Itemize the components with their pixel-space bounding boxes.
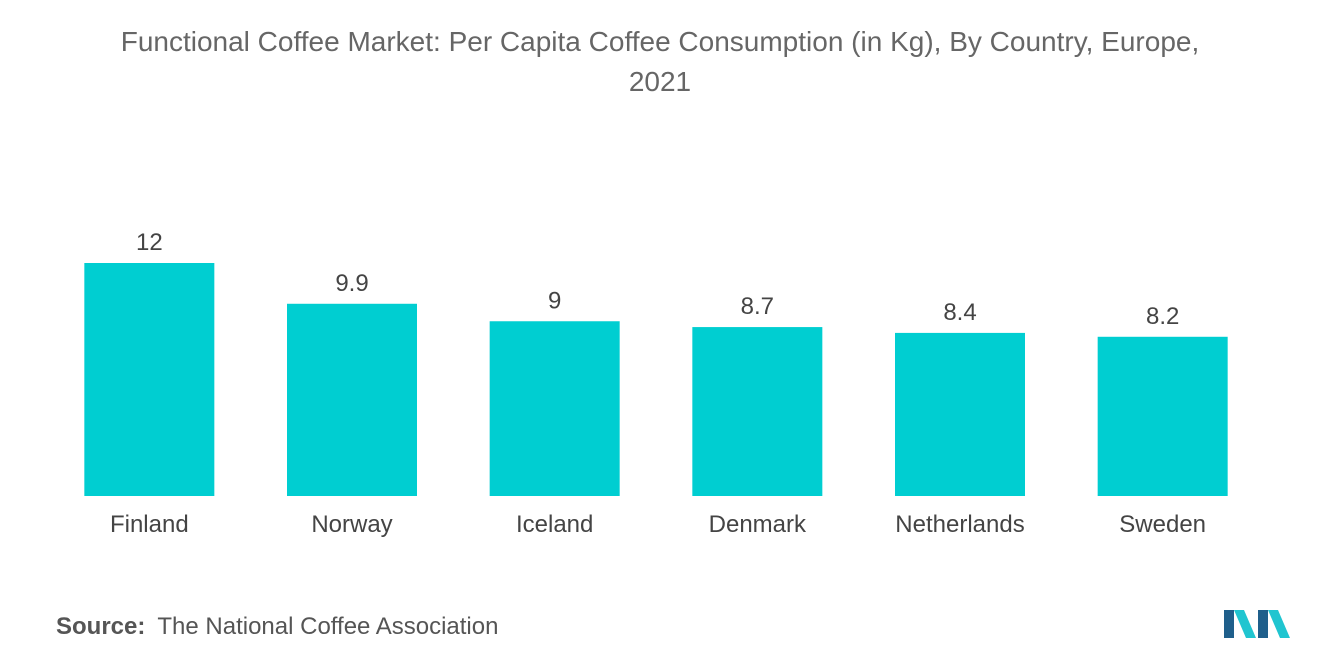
category-label-denmark: Denmark <box>709 511 807 538</box>
value-label-netherlands: 8.4 <box>943 299 976 326</box>
value-label-finland: 12 <box>136 229 163 256</box>
value-label-sweden: 8.2 <box>1146 303 1179 330</box>
chart-title-line-2: 2021 <box>628 66 692 97</box>
source-text: The National Coffee Association <box>157 613 499 640</box>
chart-title: Functional Coffee Market: Per Capita Cof… <box>0 22 1320 102</box>
category-label-norway: Norway <box>311 511 392 538</box>
value-label-denmark: 8.7 <box>741 293 774 320</box>
source-label: Source: <box>56 613 146 640</box>
chart-title-line-1: Functional Coffee Market: Per Capita Cof… <box>120 26 1200 57</box>
mordor-intelligence-logo-icon <box>1224 610 1290 638</box>
bar-denmark <box>692 327 823 496</box>
bar-netherlands <box>895 332 1025 496</box>
value-label-norway: 9.9 <box>335 270 368 297</box>
value-label-iceland: 9 <box>548 287 561 314</box>
source-note: Source: The National Coffee Association <box>56 612 498 642</box>
bar-iceland <box>489 321 620 496</box>
bar-norway <box>287 303 417 496</box>
category-label-iceland: Iceland <box>516 511 593 538</box>
category-label-finland: Finland <box>110 511 189 538</box>
category-label-sweden: Sweden <box>1119 511 1206 538</box>
category-label-netherlands: Netherlands <box>895 511 1024 538</box>
bar-sweden <box>1097 336 1228 496</box>
bar-finland <box>84 263 215 496</box>
